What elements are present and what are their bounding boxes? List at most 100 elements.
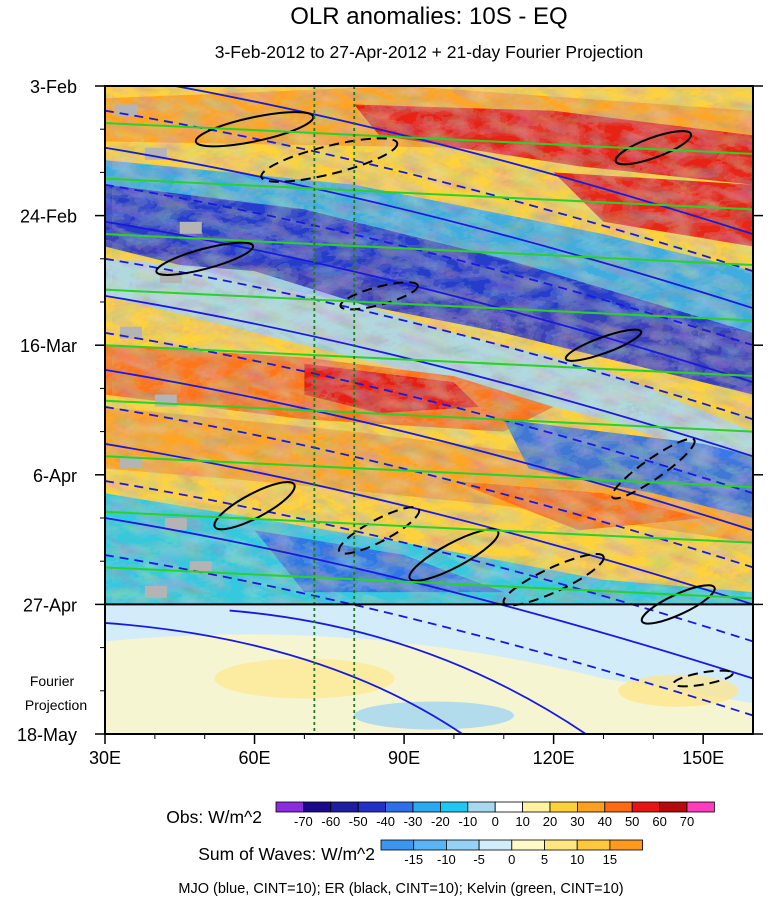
plot-frame (104, 85, 754, 735)
colorbar-swatch (380, 839, 415, 851)
colorbar-swatch (544, 839, 578, 851)
colorbar-tick-label: 15 (603, 852, 617, 867)
projection-positive-core (214, 658, 395, 699)
colorbar-swatch (494, 801, 524, 813)
kelvin-contour (105, 510, 753, 544)
colorbar-swatch (302, 801, 332, 813)
colorbar-swatch (609, 839, 644, 851)
colorbar-swatch (511, 839, 545, 851)
kelvin-contour (105, 122, 753, 155)
colorbar-tick-label: 40 (598, 814, 612, 829)
colorbar-tick-label: 60 (652, 814, 666, 829)
colorbar-tick-label: 10 (515, 814, 529, 829)
missing-data-patch (159, 271, 182, 284)
colorbar-tick-label: -10 (437, 852, 456, 867)
reference-lines (105, 86, 753, 734)
wave-contours (105, 86, 753, 734)
waves-colorbar-label: Sum of Waves: W/m^2 (198, 844, 375, 864)
colorbar-swatch (576, 839, 611, 851)
mjo-contour (105, 480, 753, 643)
plot-axes: 30E 60E 90E 120E 150E 3-Feb 24-Feb 16-Mar 6-Apr 2… (17, 77, 763, 768)
colorbar-swatch (686, 801, 715, 813)
colorbar-swatch (604, 801, 633, 813)
colorbar-tick-label: 30 (570, 814, 584, 829)
er-contour (610, 437, 696, 500)
kelvin-contour (105, 288, 753, 322)
er-contour (260, 137, 399, 183)
colorbar-swatch (577, 801, 606, 813)
colorbar-tick-label: -5 (473, 852, 485, 867)
colorbar-tick-label: -15 (404, 852, 423, 867)
er-contour (213, 481, 296, 531)
x-tick-label: 60E (239, 748, 271, 768)
missing-data-patch (144, 585, 167, 598)
colorbar-tick-label: 0 (492, 814, 499, 829)
mjo-contour (105, 220, 753, 384)
missing-data-patch (119, 456, 142, 469)
missing-data-patch (164, 518, 187, 530)
colorbar-swatch (330, 801, 359, 813)
x-tick-label: 120E (533, 748, 575, 768)
er-contour (502, 553, 605, 607)
colorbar-swatch (413, 839, 447, 851)
er-contour (155, 241, 255, 276)
colorbar-tick-label: -40 (376, 814, 395, 829)
mjo-contour (105, 109, 753, 273)
x-tick-label: 150E (682, 748, 724, 768)
kelvin-contour (105, 455, 753, 489)
chart-title: OLR anomalies: 10S - EQ (290, 3, 567, 30)
er-contour (408, 528, 500, 582)
obs-colorbar-label: Obs: W/m^2 (166, 807, 262, 827)
colorbar-tick-label: 20 (543, 814, 557, 829)
chart-subtitle: 3-Feb-2012 to 27-Apr-2012 + 21-day Fouri… (215, 42, 644, 62)
obs-colorbar: -70 -60 -50 -40 -30 -20 -10 0 10 20 30 40 50 60 70 (275, 801, 715, 829)
colorbar-swatch (659, 801, 688, 813)
colorbar-swatch (467, 801, 496, 813)
kelvin-contour (105, 177, 753, 211)
colorbar-swatch (522, 801, 551, 813)
missing-data-patch (119, 326, 142, 339)
colorbar-swatch (439, 801, 469, 813)
y-tick-label: 24-Feb (20, 207, 77, 227)
y-tick-label: 6-Apr (33, 466, 77, 486)
colorbar-swatch (478, 839, 513, 851)
y-tick-label: 18-May (17, 725, 77, 745)
er-contour (194, 111, 315, 148)
waves-colorbar: -15 -10 -5 0 5 10 15 (380, 839, 644, 867)
colorbar-tick-label: 10 (570, 852, 584, 867)
colorbar-swatch (357, 801, 387, 813)
colorbar-tick-label: -70 (294, 814, 313, 829)
er-contour (672, 669, 734, 688)
er-contour (614, 130, 693, 166)
x-tick-label: 90E (388, 748, 420, 768)
colorbar-swatch (631, 801, 661, 813)
colorbar-tick-label: 50 (625, 814, 639, 829)
fourier-projection-field (105, 604, 753, 734)
mjo-contour (105, 257, 753, 421)
missing-data-patch (179, 221, 202, 234)
er-contour (338, 506, 421, 555)
colorbar-swatch (275, 801, 304, 813)
colorbar-tick-label: 5 (541, 852, 548, 867)
colorbar-tick-label: -10 (458, 814, 477, 829)
projection-positive-region (105, 634, 753, 734)
colorbar-tick-label: -60 (321, 814, 340, 829)
mjo-contour (105, 554, 753, 717)
mjo-contour (105, 146, 753, 310)
er-contour (339, 281, 419, 311)
mjo-contour (229, 609, 588, 734)
colorbar-swatch (445, 839, 480, 851)
x-tick-label: 30E (89, 748, 121, 768)
observed-olr-field (105, 86, 753, 604)
colorbar-tick-label: -30 (404, 814, 423, 829)
mjo-contour (105, 331, 753, 495)
wave-legend: MJO (blue, CINT=10); ER (black, CINT=10)… (178, 881, 623, 897)
colorbar-tick-label: 0 (508, 852, 515, 867)
kelvin-contour (105, 233, 753, 266)
colorbar-tick-label: -20 (431, 814, 450, 829)
y-tick-label: 3-Feb (30, 77, 77, 97)
er-contour (564, 328, 643, 362)
colorbar-swatch (412, 801, 441, 813)
colorbar-swatch (385, 801, 414, 813)
